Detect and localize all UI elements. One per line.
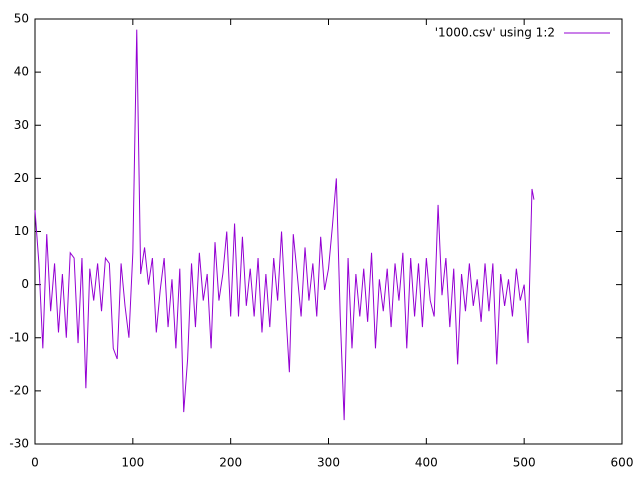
y-tick-label: 30 — [14, 118, 29, 132]
y-tick-label: 40 — [14, 65, 29, 79]
x-tick-label: 400 — [415, 456, 438, 470]
data-line — [34, 29, 535, 421]
legend-label: '1000.csv' using 1:2 — [435, 26, 555, 40]
x-tick-label: 300 — [317, 456, 340, 470]
x-tick-label: 500 — [513, 456, 536, 470]
y-tick-label: -20 — [9, 383, 29, 397]
x-tick-label: 100 — [121, 456, 144, 470]
x-tick-label: 600 — [611, 456, 634, 470]
y-tick-label: -30 — [9, 437, 29, 451]
y-tick-label: -10 — [9, 330, 29, 344]
y-tick-label: 20 — [14, 171, 29, 185]
y-tick-label: 10 — [14, 224, 29, 238]
y-tick-label: 0 — [21, 277, 29, 291]
x-tick-label: 0 — [31, 456, 39, 470]
x-tick-label: 200 — [219, 456, 242, 470]
y-tick-label: 50 — [14, 12, 29, 26]
